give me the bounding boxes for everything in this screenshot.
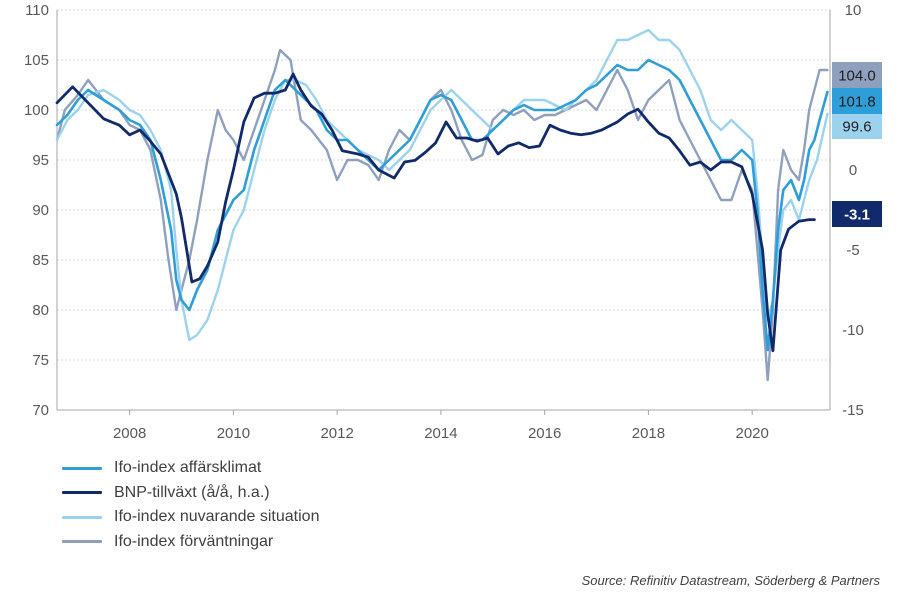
end-value-badge — [832, 201, 882, 227]
x-tick-label: 2010 — [217, 425, 250, 442]
line-chart: 707580859095100105110-15-10-505102008201… — [24, 2, 882, 442]
series-lines — [55, 28, 829, 382]
legend-item-affarsklimat: Ifo-index affärsklimat — [62, 456, 319, 481]
series-line-2 — [55, 58, 829, 352]
legend-swatch — [62, 515, 102, 519]
x-tick-label: 2020 — [735, 425, 768, 442]
y-left-tick-label: 75 — [32, 352, 49, 369]
legend-swatch — [62, 540, 102, 544]
axes: 707580859095100105110-15-10-505102008201… — [24, 2, 864, 442]
legend: Ifo-index affärsklimat BNP-tillväxt (å/å… — [62, 456, 319, 554]
legend-label: Ifo-index affärsklimat — [114, 459, 262, 477]
y-left-tick-label: 95 — [32, 152, 49, 169]
y-left-tick-label: 80 — [32, 302, 49, 319]
x-tick-label: 2014 — [424, 425, 457, 442]
legend-item-forvantningar: Ifo-index förväntningar — [62, 530, 319, 555]
legend-label: Ifo-index förväntningar — [114, 532, 274, 550]
end-value-label: -3.1 — [844, 207, 870, 224]
end-value-label: 104.0 — [838, 68, 876, 85]
y-left-tick-label: 105 — [24, 52, 49, 69]
y-left-tick-label: 110 — [25, 2, 49, 19]
y-right-tick-label: 10 — [845, 2, 862, 19]
end-value-label: 99.6 — [842, 119, 871, 136]
legend-item-nuvarande: Ifo-index nuvarande situation — [62, 505, 319, 530]
end-value-label: 101.8 — [838, 94, 876, 111]
x-tick-label: 2008 — [113, 425, 146, 442]
legend-label: Ifo-index nuvarande situation — [114, 508, 320, 526]
y-right-tick-label: -5 — [846, 242, 859, 259]
y-left-tick-label: 100 — [24, 102, 49, 119]
y-right-tick-label: -15 — [842, 402, 864, 419]
series-line-1 — [55, 28, 829, 342]
end-value-badge — [832, 62, 882, 88]
legend-label: BNP-tillväxt (å/å, h.a.) — [114, 483, 270, 501]
legend-item-bnp: BNP-tillväxt (å/å, h.a.) — [62, 481, 319, 506]
x-tick-label: 2012 — [320, 425, 353, 442]
end-value-badges: 104.0 99.6 101.8 -3.1 — [832, 62, 882, 227]
series-line-3 — [55, 72, 816, 353]
end-value-badge — [832, 88, 882, 114]
y-right-tick-label: -10 — [842, 322, 864, 339]
y-left-tick-label: 90 — [32, 202, 49, 219]
y-left-tick-label: 85 — [32, 252, 49, 269]
source-note: Source: Refinitiv Datastream, Söderberg … — [581, 573, 880, 588]
end-value-badge — [832, 113, 882, 139]
y-right-tick-label: 0 — [849, 162, 857, 179]
x-tick-label: 2018 — [632, 425, 665, 442]
legend-swatch — [62, 491, 102, 495]
y-left-tick-label: 70 — [32, 402, 49, 419]
x-tick-label: 2016 — [528, 425, 561, 442]
legend-swatch — [62, 466, 102, 470]
